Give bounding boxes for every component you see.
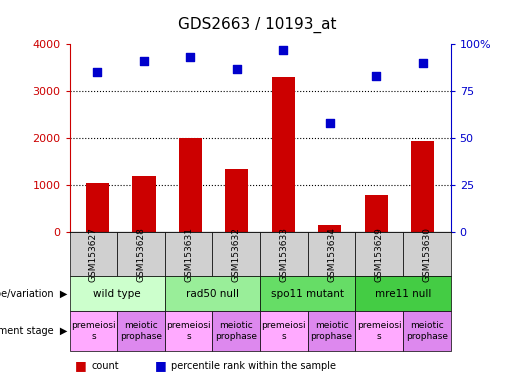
Text: GSM153632: GSM153632 <box>232 227 241 282</box>
Point <box>419 60 427 66</box>
Text: meiotic
prophase: meiotic prophase <box>215 321 258 341</box>
Bar <box>132 176 156 232</box>
Point <box>93 69 101 75</box>
Text: ■: ■ <box>75 359 87 372</box>
Bar <box>318 225 341 232</box>
Text: mre11 null: mre11 null <box>375 289 431 299</box>
Point <box>140 58 148 64</box>
Text: development stage  ▶: development stage ▶ <box>0 326 67 336</box>
Bar <box>365 195 388 232</box>
Text: count: count <box>91 361 119 371</box>
Bar <box>272 77 295 232</box>
Bar <box>411 141 434 232</box>
Text: GSM153628: GSM153628 <box>136 227 145 282</box>
Text: GSM153631: GSM153631 <box>184 227 193 282</box>
Text: wild type: wild type <box>93 289 141 299</box>
Text: premeiosi
s: premeiosi s <box>71 321 116 341</box>
Text: premeiosi
s: premeiosi s <box>262 321 306 341</box>
Point <box>325 120 334 126</box>
Text: GSM153633: GSM153633 <box>280 227 288 282</box>
Text: meiotic
prophase: meiotic prophase <box>120 321 162 341</box>
Point <box>233 66 241 72</box>
Text: rad50 null: rad50 null <box>186 289 239 299</box>
Point <box>186 54 195 60</box>
Text: GDS2663 / 10193_at: GDS2663 / 10193_at <box>178 17 337 33</box>
Text: genotype/variation  ▶: genotype/variation ▶ <box>0 289 67 299</box>
Bar <box>225 169 248 232</box>
Text: ■: ■ <box>154 359 166 372</box>
Text: GSM153630: GSM153630 <box>422 227 431 282</box>
Text: percentile rank within the sample: percentile rank within the sample <box>171 361 336 371</box>
Text: GSM153634: GSM153634 <box>327 227 336 282</box>
Point <box>279 47 287 53</box>
Bar <box>86 183 109 232</box>
Text: meiotic
prophase: meiotic prophase <box>406 321 448 341</box>
Text: meiotic
prophase: meiotic prophase <box>311 321 353 341</box>
Text: premeiosi
s: premeiosi s <box>166 321 211 341</box>
Text: GSM153629: GSM153629 <box>375 227 384 282</box>
Bar <box>179 138 202 232</box>
Text: GSM153627: GSM153627 <box>89 227 98 282</box>
Text: spo11 mutant: spo11 mutant <box>271 289 344 299</box>
Point <box>372 73 381 79</box>
Text: premeiosi
s: premeiosi s <box>357 321 402 341</box>
